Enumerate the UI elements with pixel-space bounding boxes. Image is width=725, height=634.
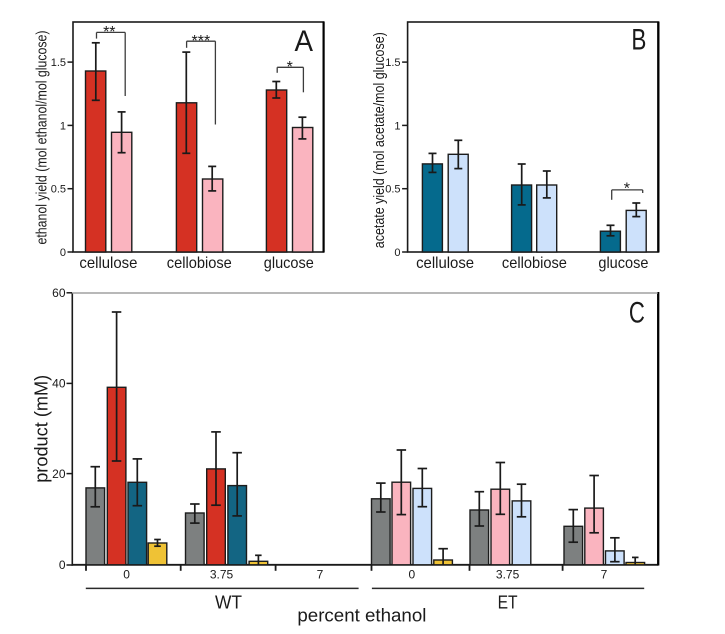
svg-text:ethanol yield (mol ethanol/mol: ethanol yield (mol ethanol/mol glucose)	[33, 30, 50, 244]
svg-text:0: 0	[59, 558, 66, 572]
svg-text:7: 7	[317, 567, 324, 581]
svg-text:cellobiose: cellobiose	[167, 255, 232, 272]
svg-text:0: 0	[408, 567, 415, 581]
svg-text:60: 60	[52, 286, 66, 300]
svg-text:A: A	[294, 25, 313, 58]
svg-text:acetate yield (mol acetate/mol: acetate yield (mol acetate/mol glucose)	[371, 32, 388, 248]
svg-text:cellulose: cellulose	[416, 255, 474, 272]
svg-text:40: 40	[52, 377, 66, 391]
svg-text:glucose: glucose	[598, 255, 648, 272]
svg-text:*: *	[624, 180, 630, 197]
svg-text:0.5: 0.5	[385, 184, 400, 196]
svg-text:3.75: 3.75	[210, 567, 234, 581]
svg-text:C: C	[629, 297, 645, 330]
svg-text:product (mM): product (mM)	[32, 375, 52, 483]
svg-text:***: ***	[192, 33, 211, 50]
svg-text:WT: WT	[215, 592, 242, 612]
svg-text:3.75: 3.75	[496, 567, 520, 581]
svg-text:0: 0	[394, 247, 400, 259]
svg-text:glucose: glucose	[264, 255, 314, 272]
svg-text:B: B	[631, 23, 646, 56]
svg-text:percent ethanol: percent ethanol	[297, 605, 426, 625]
svg-text:0: 0	[60, 247, 66, 259]
svg-text:0.5: 0.5	[51, 184, 66, 196]
svg-text:1: 1	[394, 120, 400, 132]
svg-text:1.5: 1.5	[51, 57, 66, 69]
svg-text:ET: ET	[498, 592, 518, 612]
svg-text:cellulose: cellulose	[79, 255, 137, 272]
svg-text:cellobiose: cellobiose	[502, 255, 567, 272]
svg-text:7: 7	[601, 567, 608, 581]
svg-text:**: **	[103, 24, 115, 41]
svg-text:20: 20	[52, 467, 66, 481]
svg-text:1.5: 1.5	[385, 57, 400, 69]
svg-text:1: 1	[60, 120, 66, 132]
svg-text:*: *	[287, 59, 293, 76]
svg-text:0: 0	[123, 567, 130, 581]
